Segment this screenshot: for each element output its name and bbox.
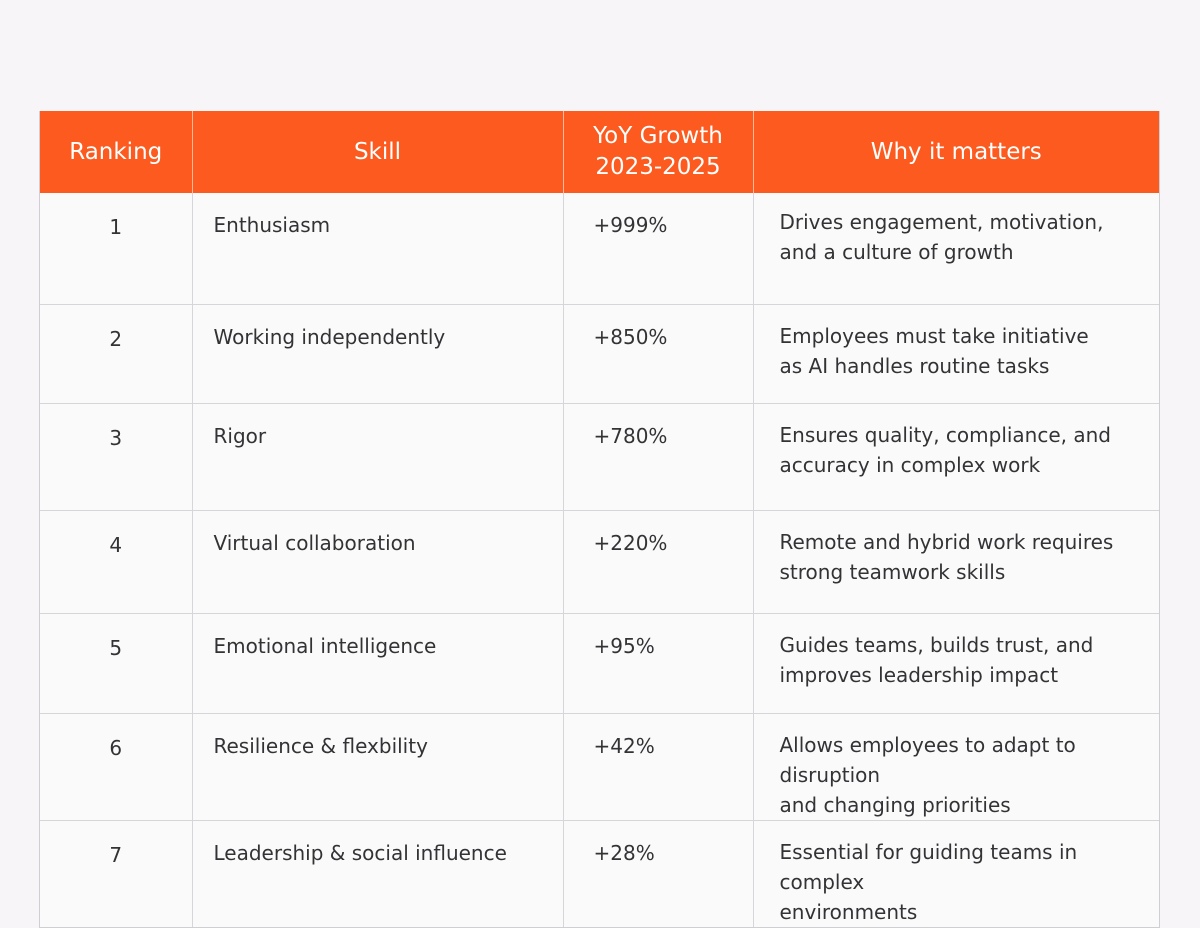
skill-cell: Enthusiasm [192,193,564,305]
header-row: Ranking Skill YoY Growth 2023-2025 Why i… [40,111,1159,193]
header-growth-line2: 2023-2025 [595,154,721,180]
table-row: 2 Working independently +850% Employees … [40,304,1159,404]
table-body: 1 Enthusiasm +999% Drives engagement, mo… [40,193,1159,927]
rank-cell: 5 [40,613,193,714]
header-growth-line1: YoY Growth [593,123,723,149]
why-line: improves leadership impact [779,663,1059,687]
why-line: Essential for guiding teams in complex [779,840,1078,894]
why-line: strong teamwork skills [779,560,1006,584]
skill-cell: Emotional intelligence [192,613,564,714]
skills-growth-table: Ranking Skill YoY Growth 2023-2025 Why i… [40,111,1159,927]
growth-cell: +999% [563,193,754,305]
rank-cell: 2 [40,304,193,404]
rank-cell: 6 [40,713,193,821]
skills-table-container: Ranking Skill YoY Growth 2023-2025 Why i… [39,111,1160,928]
table-row: 5 Emotional intelligence +95% Guides tea… [40,613,1159,714]
skill-cell: Resilience & flexbility [192,713,564,821]
table-row: 6 Resilience & flexbility +42% Allows em… [40,713,1159,821]
why-cell: Allows employees to adapt to disruption … [753,713,1159,821]
header-ranking: Ranking [40,111,193,193]
why-line: Ensures quality, compliance, and [779,423,1112,447]
why-line: as AI handles routine tasks [779,354,1050,378]
table-row: 4 Virtual collaboration +220% Remote and… [40,510,1159,614]
table-header: Ranking Skill YoY Growth 2023-2025 Why i… [40,111,1159,193]
why-line: Drives engagement, motivation, [779,210,1104,234]
growth-cell: +95% [563,613,754,714]
header-skill: Skill [192,111,564,193]
table-row: 1 Enthusiasm +999% Drives engagement, mo… [40,193,1159,305]
why-cell: Employees must take initiative as AI han… [753,304,1159,404]
growth-cell: +780% [563,403,754,511]
growth-cell: +28% [563,820,754,927]
skill-cell: Working independently [192,304,564,404]
why-cell: Remote and hybrid work requires strong t… [753,510,1159,614]
table-row: 3 Rigor +780% Ensures quality, complianc… [40,403,1159,511]
why-line: Allows employees to adapt to disruption [779,733,1076,787]
growth-cell: +42% [563,713,754,821]
why-line: and a culture of growth [779,240,1014,264]
why-line: Guides teams, builds trust, and [779,633,1094,657]
table-row: 7 Leadership & social influence +28% Ess… [40,820,1159,928]
why-line: Employees must take initiative [779,324,1089,348]
growth-cell: +220% [563,510,754,614]
why-line: accuracy in complex work [779,453,1041,477]
why-cell: Ensures quality, compliance, and accurac… [753,403,1159,511]
header-why: Why it matters [753,111,1159,193]
why-cell: Guides teams, builds trust, and improves… [753,613,1159,714]
why-cell: Drives engagement, motivation, and a cul… [753,193,1159,305]
rank-cell: 7 [40,820,193,927]
why-cell: Essential for guiding teams in complex e… [753,821,1159,928]
header-growth: YoY Growth 2023-2025 [563,111,754,193]
skill-cell: Leadership & social influence [192,820,564,927]
why-line: Remote and hybrid work requires [779,530,1114,554]
growth-cell: +850% [563,304,754,404]
rank-cell: 1 [40,193,193,305]
skill-cell: Rigor [192,403,564,511]
skill-cell: Virtual collaboration [192,510,564,614]
why-line: environments [779,900,918,924]
why-line: and changing priorities [779,793,1011,817]
rank-cell: 4 [40,510,193,614]
rank-cell: 3 [40,403,193,511]
